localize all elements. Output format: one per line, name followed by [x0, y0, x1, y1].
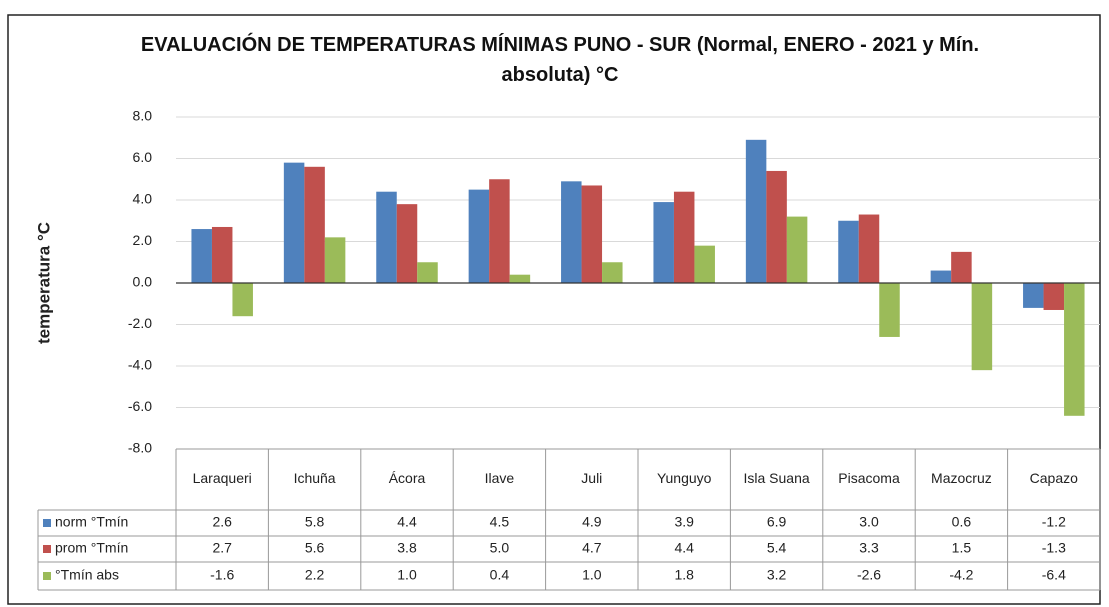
x-tick-label: Ilave: [485, 470, 515, 486]
bar: [304, 166, 325, 283]
bar: [1023, 283, 1044, 308]
table-value: -4.2: [949, 567, 973, 583]
bar: [602, 262, 623, 283]
bar: [376, 191, 397, 283]
x-tick-label: Capazo: [1030, 470, 1078, 486]
bar: [211, 226, 233, 283]
table-value: -6.4: [1042, 567, 1066, 583]
table-value: 1.0: [397, 567, 417, 583]
y-axis-label: temperatura °C: [34, 222, 53, 344]
y-tick-label: -6.0: [128, 398, 152, 414]
table-value: 2.2: [305, 567, 325, 583]
bar: [858, 214, 880, 283]
bar: [786, 216, 808, 283]
y-tick-label: -2.0: [128, 315, 152, 331]
bar: [653, 202, 674, 283]
legend-key: [43, 545, 51, 553]
table-value: -2.6: [857, 567, 881, 583]
table-value: 1.5: [952, 540, 972, 556]
table-value: 3.0: [859, 514, 879, 530]
legend-label: °Tmín abs: [55, 567, 119, 583]
bar: [1043, 283, 1065, 310]
bar: [232, 283, 253, 317]
bar: [838, 220, 859, 283]
x-tick-label: Pisacoma: [838, 470, 900, 486]
table-value: 3.8: [397, 540, 417, 556]
table-value: 1.8: [674, 567, 694, 583]
bar: [489, 179, 510, 283]
table-value: 4.4: [674, 540, 694, 556]
bar: [951, 251, 972, 283]
x-tick-label: Mazocruz: [931, 470, 992, 486]
bar: [766, 170, 787, 283]
legend-label: prom °Tmín: [55, 540, 128, 556]
y-tick-label: 2.0: [133, 232, 153, 248]
legend-key: [43, 572, 51, 580]
y-tick-label: -8.0: [128, 440, 152, 456]
bar: [283, 162, 305, 283]
table-value: 5.0: [490, 540, 510, 556]
bar: [745, 139, 767, 283]
table-value: 3.2: [767, 567, 787, 583]
y-tick-label: 0.0: [133, 274, 153, 290]
bar: [673, 191, 695, 283]
bar: [417, 262, 438, 283]
bar: [561, 181, 582, 283]
table-value: 2.6: [212, 514, 232, 530]
x-tick-label: Yunguyo: [657, 470, 712, 486]
chart-border: [7, 14, 1101, 605]
bar: [468, 189, 490, 283]
bar: [509, 274, 531, 283]
table-value: 4.4: [397, 514, 417, 530]
bar: [930, 270, 952, 283]
bar: [324, 237, 346, 283]
bar: [191, 229, 212, 283]
table-value: 6.9: [767, 514, 787, 530]
table-value: 4.9: [582, 514, 602, 530]
x-tick-label: Juli: [581, 470, 602, 486]
table-value: 4.7: [582, 540, 602, 556]
table-value: 5.8: [305, 514, 325, 530]
y-tick-label: 4.0: [133, 191, 153, 207]
table-value: 0.6: [952, 514, 972, 530]
y-tick-label: 6.0: [133, 149, 153, 165]
table-value: -1.2: [1042, 514, 1066, 530]
table-value: 5.6: [305, 540, 325, 556]
bar: [1064, 283, 1085, 416]
table-value: 2.7: [212, 540, 232, 556]
x-tick-label: Isla Suana: [744, 470, 810, 486]
table-value: -1.3: [1042, 540, 1066, 556]
y-tick-label: 8.0: [133, 108, 153, 124]
bar: [971, 283, 993, 371]
x-tick-label: Ácora: [389, 470, 426, 486]
bar: [694, 245, 715, 283]
legend-key: [43, 519, 51, 527]
table-value: 5.4: [767, 540, 787, 556]
chart-title: EVALUACIÓN DE TEMPERATURAS MÍNIMAS PUNO …: [140, 34, 980, 86]
table-value: 4.5: [490, 514, 510, 530]
bar: [879, 283, 900, 337]
bar: [581, 185, 603, 283]
bar: [396, 204, 418, 283]
y-tick-label: -4.0: [128, 357, 152, 373]
x-tick-label: Ichuña: [294, 470, 336, 486]
table-value: 1.0: [582, 567, 602, 583]
table-value: 3.9: [674, 514, 694, 530]
table-value: 0.4: [490, 567, 510, 583]
table-value: 3.3: [859, 540, 879, 556]
table-value: -1.6: [210, 567, 234, 583]
x-tick-label: Laraqueri: [193, 470, 252, 486]
legend-label: norm °Tmín: [55, 514, 128, 530]
